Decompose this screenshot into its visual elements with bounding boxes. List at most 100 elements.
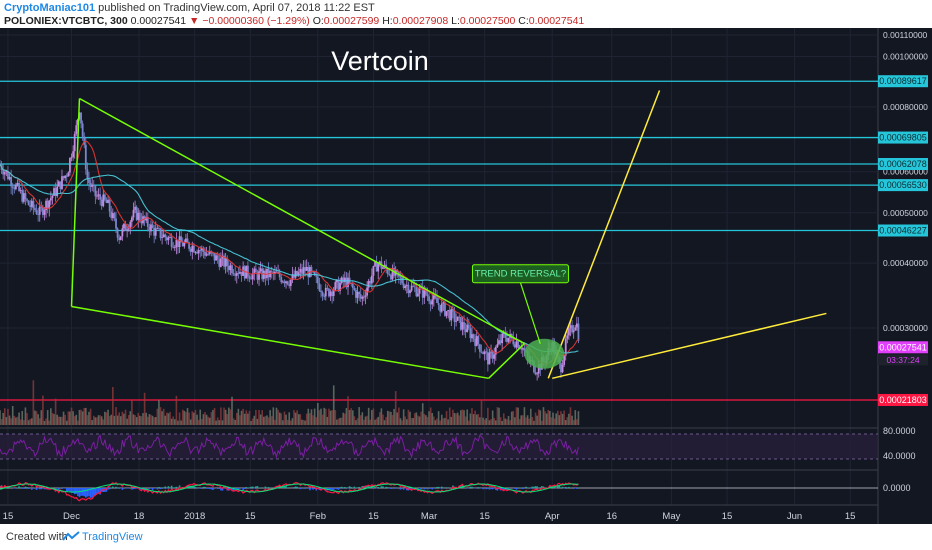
macd-tick-0: 0.0000 <box>883 483 911 493</box>
macd-hist-bar <box>544 487 546 488</box>
candle-body <box>520 347 523 350</box>
volume-bar <box>175 395 178 425</box>
volume-bar <box>399 418 402 425</box>
volume-bar <box>38 418 41 425</box>
macd-hist-bar <box>245 487 248 488</box>
volume-bar <box>529 408 532 425</box>
volume-bar <box>549 410 551 425</box>
candle-body <box>285 281 287 284</box>
volume-bar <box>204 412 206 425</box>
candle-body <box>421 286 424 298</box>
volume-bar <box>290 420 292 425</box>
volume-bar <box>495 420 497 425</box>
candle-body <box>161 237 163 239</box>
candle-body <box>320 290 322 293</box>
volume-bar <box>345 408 348 425</box>
candle-body <box>432 294 435 300</box>
volume-bar <box>247 413 249 425</box>
macd-hist-bar <box>320 488 322 491</box>
volume-bar <box>124 409 127 425</box>
volume-bar <box>499 417 502 425</box>
candle-body <box>53 188 55 196</box>
candle-body <box>266 268 268 279</box>
candle-body <box>140 220 143 224</box>
author-link[interactable]: CryptoManiac101 <box>4 2 96 14</box>
price-chart[interactable]: Vertcoin TREND REVERSAL? 0.001100000.001… <box>0 28 932 524</box>
volume-bar <box>140 416 143 425</box>
candle-body <box>507 337 510 342</box>
macd-hist-bar <box>191 486 194 488</box>
volume-bar <box>267 417 270 425</box>
volume-bar <box>447 419 449 425</box>
volume-bar <box>231 396 233 425</box>
candle-body <box>35 209 38 215</box>
macd-hist-bar <box>358 486 360 488</box>
candle-body <box>86 169 89 180</box>
macd-hist-bar <box>30 488 33 490</box>
volume-bar <box>404 416 407 425</box>
candle-body <box>577 323 580 341</box>
volume-bar <box>448 407 451 425</box>
time-tick-label: 15 <box>245 511 256 522</box>
candle-body <box>313 271 316 276</box>
volume-bar <box>232 418 235 425</box>
volume-bar <box>351 410 354 425</box>
volume-bar <box>196 414 198 425</box>
candle-body <box>339 283 341 292</box>
candle-body <box>22 193 25 202</box>
symbol-line: POLONIEX:VTCBTC, 300 0.00027541 ▼ −0.000… <box>4 15 584 27</box>
candle-body <box>431 299 434 305</box>
candle-body <box>324 287 327 297</box>
candle-body <box>175 239 178 248</box>
candle-body <box>5 171 8 173</box>
volume-bar <box>572 420 575 425</box>
level-label-box <box>878 224 928 237</box>
volume-bar <box>255 409 257 425</box>
volume-bar <box>506 419 508 425</box>
macd-hist-bar <box>69 488 71 492</box>
macd-hist-bar <box>194 487 197 488</box>
candle-body <box>92 185 95 186</box>
candle-body <box>506 337 508 342</box>
macd-hist-bar <box>531 486 534 488</box>
macd-hist-bar <box>57 488 60 491</box>
volume-bar <box>569 407 572 425</box>
volume-bar <box>555 413 557 425</box>
volume-bar <box>460 410 462 425</box>
volume-bar <box>10 418 12 425</box>
volume-bar <box>453 413 456 425</box>
price-axis-panel[interactable] <box>878 28 932 524</box>
volume-bar <box>162 408 165 425</box>
candle-body <box>335 279 338 283</box>
volume-bar <box>15 417 17 425</box>
open-value: 0.00027599 <box>323 15 380 27</box>
volume-bar <box>121 411 124 425</box>
volume-bar <box>164 415 167 425</box>
macd-hist-bar <box>112 486 114 488</box>
volume-bar <box>507 415 510 425</box>
candle-body <box>99 194 102 200</box>
volume-bar <box>469 413 472 425</box>
vertical-gridlines <box>0 28 878 506</box>
macd-hist-bar <box>121 488 124 490</box>
macd-hist-bar <box>429 488 432 489</box>
volume-bar <box>417 415 419 425</box>
candle-body <box>493 354 496 359</box>
price-tick-label: 0.00100000 <box>883 51 928 61</box>
candle-body <box>304 267 307 271</box>
candle-body <box>513 344 516 348</box>
candle-body <box>491 351 494 359</box>
tradingview-link[interactable]: TradingView <box>82 531 143 543</box>
candle-body <box>113 213 116 219</box>
volume-bar <box>504 418 507 425</box>
volume-bar <box>536 415 538 425</box>
volume-bar <box>297 414 300 425</box>
candle-body <box>517 341 519 348</box>
volume-bar <box>72 411 74 425</box>
chart-title: Vertcoin <box>331 46 429 76</box>
volume-bar <box>100 416 103 425</box>
candle-body <box>480 351 483 353</box>
candle-body <box>235 272 238 276</box>
candle-body <box>369 280 372 284</box>
macd-hist-bar <box>487 487 489 488</box>
